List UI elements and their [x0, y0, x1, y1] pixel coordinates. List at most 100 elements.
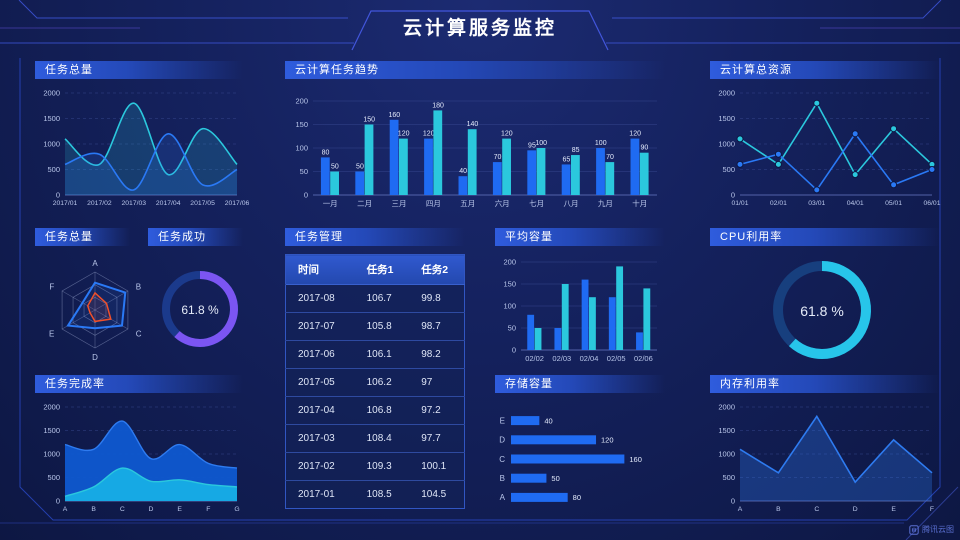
svg-text:A: A — [63, 506, 68, 513]
chart-task-total-line[interactable]: 0 500 1000 1500 2000 2017/01 2017/02 2017/03 201… — [35, 85, 249, 211]
svg-text:500: 500 — [47, 165, 60, 174]
svg-text:五月: 五月 — [460, 199, 475, 208]
svg-text:二月: 二月 — [357, 199, 372, 208]
table-cell: 97 — [409, 368, 465, 397]
table-cell: 106.1 — [354, 340, 410, 369]
table-row: 2017-04 106.8 97.2 — [285, 396, 465, 425]
table-cell: 2017-08 — [285, 284, 355, 313]
panel-task-completion: 任务完成率 0 500 1000 1500 2000 A B C D E F G — [35, 375, 243, 517]
chart-task-trend[interactable]: 0 50 100 150 200 一月 二月 三月 四月 五月 六月 七月 八月 九月 十月 80 50 160 1… — [285, 85, 665, 213]
chart-task-completion[interactable]: 0 500 1000 1500 2000 A B C D E F G — [35, 399, 243, 517]
svg-text:B: B — [136, 283, 141, 292]
svg-text:D: D — [92, 353, 98, 362]
svg-text:100: 100 — [535, 140, 547, 147]
chart-storage[interactable]: E 40 D 120 C 160 B 50 A 80 — [495, 399, 665, 513]
svg-text:B: B — [500, 474, 505, 483]
table-cell: 97.2 — [409, 396, 465, 425]
table-row: 2017-02 109.3 100.1 — [285, 452, 465, 481]
chart-avg-capacity[interactable]: 0 50 100 150 200 02/02 02/03 02/04 02/05 02/06 — [495, 252, 665, 366]
chart-task-success-gauge[interactable]: 61.8 % — [148, 252, 243, 366]
panel-title: 云计算总资源 — [710, 61, 940, 79]
svg-text:1500: 1500 — [718, 426, 735, 435]
svg-text:1000: 1000 — [43, 140, 60, 149]
table-cell: 97.7 — [409, 424, 465, 453]
chart-total-resource[interactable]: 0 500 1000 1500 2000 01/01 02/01 03/01 04/01 05/0… — [710, 85, 940, 211]
svg-text:50: 50 — [300, 167, 308, 176]
svg-text:500: 500 — [722, 165, 735, 174]
svg-text:120: 120 — [601, 436, 614, 445]
table-row: 2017-07 105.8 98.7 — [285, 312, 465, 341]
tencent-cloud-chart-icon — [909, 524, 919, 535]
svg-text:四月: 四月 — [426, 199, 441, 208]
chart-cpu-gauge[interactable]: 61.8 % — [710, 252, 940, 366]
svg-text:500: 500 — [722, 473, 735, 482]
svg-text:160: 160 — [629, 455, 642, 464]
svg-text:120: 120 — [501, 131, 513, 138]
svg-text:02/06: 02/06 — [634, 354, 653, 363]
svg-text:D: D — [499, 436, 505, 445]
svg-text:A: A — [92, 259, 98, 268]
table-row: 2017-05 106.2 97 — [285, 368, 465, 397]
table-cell: 98.7 — [409, 312, 465, 341]
panel-title: 任务总量 — [35, 228, 130, 246]
svg-text:02/02: 02/02 — [525, 354, 544, 363]
svg-text:2017/02: 2017/02 — [87, 200, 112, 207]
table-cell: 2017-06 — [285, 340, 355, 369]
svg-text:2017/01: 2017/01 — [53, 200, 78, 207]
svg-text:1000: 1000 — [43, 450, 60, 459]
watermark-label: 腾讯云图 — [922, 525, 954, 534]
svg-text:1000: 1000 — [718, 450, 735, 459]
page-title: 云计算服务监控 — [402, 18, 557, 39]
svg-text:E: E — [49, 330, 54, 339]
svg-text:100: 100 — [595, 140, 607, 147]
svg-text:A: A — [500, 493, 506, 502]
svg-text:三月: 三月 — [392, 199, 407, 208]
table-cell: 106.2 — [354, 368, 410, 397]
svg-text:2000: 2000 — [43, 89, 60, 98]
table-cell: 2017-04 — [285, 396, 355, 425]
table-cell: 105.8 — [354, 312, 410, 341]
svg-text:50: 50 — [551, 474, 559, 483]
panel-memory: 内存利用率 0 500 1000 1500 2000 A B C D E F — [710, 375, 940, 517]
svg-text:100: 100 — [503, 302, 516, 311]
svg-text:02/01: 02/01 — [770, 200, 787, 207]
svg-text:02/04: 02/04 — [580, 354, 599, 363]
svg-text:500: 500 — [47, 473, 60, 482]
svg-text:C: C — [120, 506, 125, 513]
svg-text:2017/05: 2017/05 — [190, 200, 215, 207]
table-row: 2017-03 108.4 97.7 — [285, 424, 465, 453]
svg-text:十月: 十月 — [632, 198, 647, 208]
svg-text:150: 150 — [363, 117, 375, 124]
svg-text:05/01: 05/01 — [885, 200, 902, 207]
svg-text:A: A — [738, 506, 743, 513]
svg-text:140: 140 — [467, 121, 479, 128]
svg-text:01/01: 01/01 — [731, 200, 748, 207]
panel-task-success: 任务成功 61.8 % — [148, 228, 243, 366]
svg-text:B: B — [776, 506, 781, 513]
svg-text:E: E — [891, 506, 896, 513]
table-cell: 99.8 — [409, 284, 465, 313]
svg-text:七月: 七月 — [529, 199, 544, 208]
panel-title: 任务成功 — [148, 228, 243, 246]
panel-task-trend: 云计算任务趋势 0 50 100 150 200 一月 二月 三月 四月 五月 六月 七月 八月 九月 十月… — [285, 61, 665, 213]
table-cell: 100.1 — [409, 452, 465, 481]
svg-text:0: 0 — [56, 191, 60, 200]
svg-text:50: 50 — [356, 164, 364, 171]
panel-storage: 存储容量 E 40 D 120 C 160 B 50 A 80 — [495, 375, 665, 513]
table-header-cell: 任务2 — [409, 254, 465, 285]
svg-text:1500: 1500 — [43, 114, 60, 123]
svg-text:90: 90 — [641, 145, 649, 152]
svg-text:40: 40 — [544, 416, 552, 425]
svg-text:61.8 %: 61.8 % — [181, 303, 219, 317]
svg-text:100: 100 — [295, 144, 308, 153]
svg-text:2000: 2000 — [718, 89, 735, 98]
svg-text:95: 95 — [528, 142, 536, 149]
svg-text:120: 120 — [398, 131, 410, 138]
svg-text:150: 150 — [503, 280, 516, 289]
svg-text:1500: 1500 — [43, 426, 60, 435]
svg-text:200: 200 — [295, 97, 308, 106]
chart-memory[interactable]: 0 500 1000 1500 2000 A B C D E F — [710, 399, 940, 517]
svg-text:120: 120 — [629, 131, 641, 138]
svg-text:0: 0 — [512, 346, 516, 355]
chart-task-radar[interactable]: A B C D E F — [35, 252, 142, 366]
